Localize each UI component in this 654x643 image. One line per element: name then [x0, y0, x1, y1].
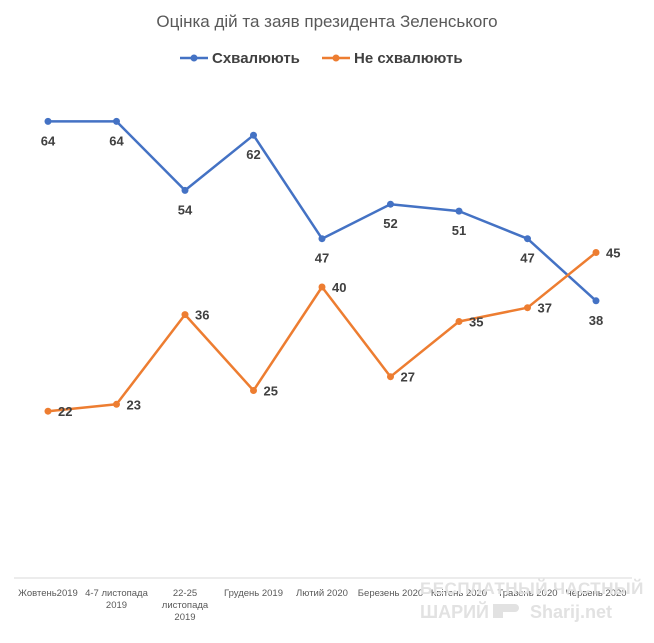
data-label: 36 — [195, 308, 209, 323]
data-label: 64 — [41, 133, 56, 148]
x-tick-label: Грудень 2019 — [224, 588, 283, 599]
watermark: БЕСПЛАТНЫЙ ЧАСТНЫЙ ШАРИЙ Sharij.net — [420, 579, 644, 622]
series-line — [48, 120, 597, 302]
data-label: 54 — [178, 202, 193, 217]
series-layer: 64 64 54 62 47 52 51 47 38 22 23 36 25 40 27 35 37 45 — [41, 117, 620, 419]
data-label: 52 — [383, 216, 397, 231]
data-point — [250, 387, 257, 394]
data-point — [113, 117, 120, 125]
x-tick-label: Лютий 2020 — [296, 588, 348, 599]
x-tick-labels: Жовтень2019 4-7 листопада 2019 22-25 листопа… — [18, 588, 626, 623]
data-point — [44, 117, 52, 125]
x-tick-label: Жовтень2019 — [18, 588, 78, 599]
data-label: 22 — [58, 404, 72, 419]
data-point — [113, 400, 120, 408]
x-tick-label: 22-25 листопада 2019 — [162, 588, 209, 623]
data-point — [387, 373, 394, 381]
pointing-hand-icon — [493, 604, 519, 618]
data-point — [318, 235, 326, 243]
x-tick-label: 4-7 листопада 2019 — [85, 588, 148, 611]
data-label: 64 — [109, 133, 124, 148]
series-line — [47, 251, 597, 413]
legend-label-disapprove: Не схвалюють — [354, 50, 463, 67]
legend-marker-disapprove — [332, 54, 340, 62]
data-point — [592, 297, 600, 305]
data-label: 47 — [315, 251, 329, 266]
x-tick-label: Березень 2020 — [358, 588, 423, 599]
chart-title: Оцінка дій та заяв президента Зеленськог… — [156, 12, 497, 31]
legend-item-approve: Схвалюють — [180, 50, 300, 67]
legend-marker-approve — [190, 54, 198, 62]
x-tick-label: Квітень 2020 — [431, 588, 487, 599]
data-point — [44, 407, 52, 415]
data-point — [250, 131, 257, 139]
x-tick-label: Травень 2020 — [497, 588, 557, 599]
data-label: 37 — [538, 301, 552, 316]
data-point — [181, 311, 189, 319]
legend-item-disapprove: Не схвалюють — [322, 50, 463, 67]
data-point — [592, 249, 600, 256]
data-point — [455, 318, 463, 325]
data-point — [318, 283, 326, 291]
data-label: 40 — [332, 280, 346, 295]
data-point — [524, 304, 531, 312]
series-disapprove: 22 23 36 25 40 27 35 37 45 — [44, 246, 620, 419]
legend: Схвалюють Не схвалюють — [180, 50, 463, 67]
data-label: 38 — [589, 313, 603, 328]
data-point — [455, 207, 463, 215]
data-point — [387, 200, 394, 208]
legend-label-approve: Схвалюють — [212, 50, 300, 67]
x-tick-label: Червень 2020 — [565, 588, 626, 599]
data-label: 45 — [606, 246, 620, 261]
data-label: 51 — [452, 223, 466, 238]
data-label: 47 — [520, 251, 534, 266]
data-label: 23 — [127, 397, 141, 412]
data-label: 25 — [264, 384, 278, 399]
data-point — [524, 235, 531, 243]
watermark-line2-right: Sharij.net — [530, 602, 612, 622]
watermark-line1: БЕСПЛАТНЫЙ ЧАСТНЫЙ — [420, 579, 644, 598]
data-label: 62 — [246, 147, 260, 162]
watermark-line2-left: ШАРИЙ — [420, 601, 489, 622]
data-label: 27 — [401, 370, 415, 385]
data-label: 35 — [469, 315, 483, 330]
data-point — [181, 186, 189, 194]
series-approve: 64 64 54 62 47 52 51 47 38 — [41, 117, 603, 328]
